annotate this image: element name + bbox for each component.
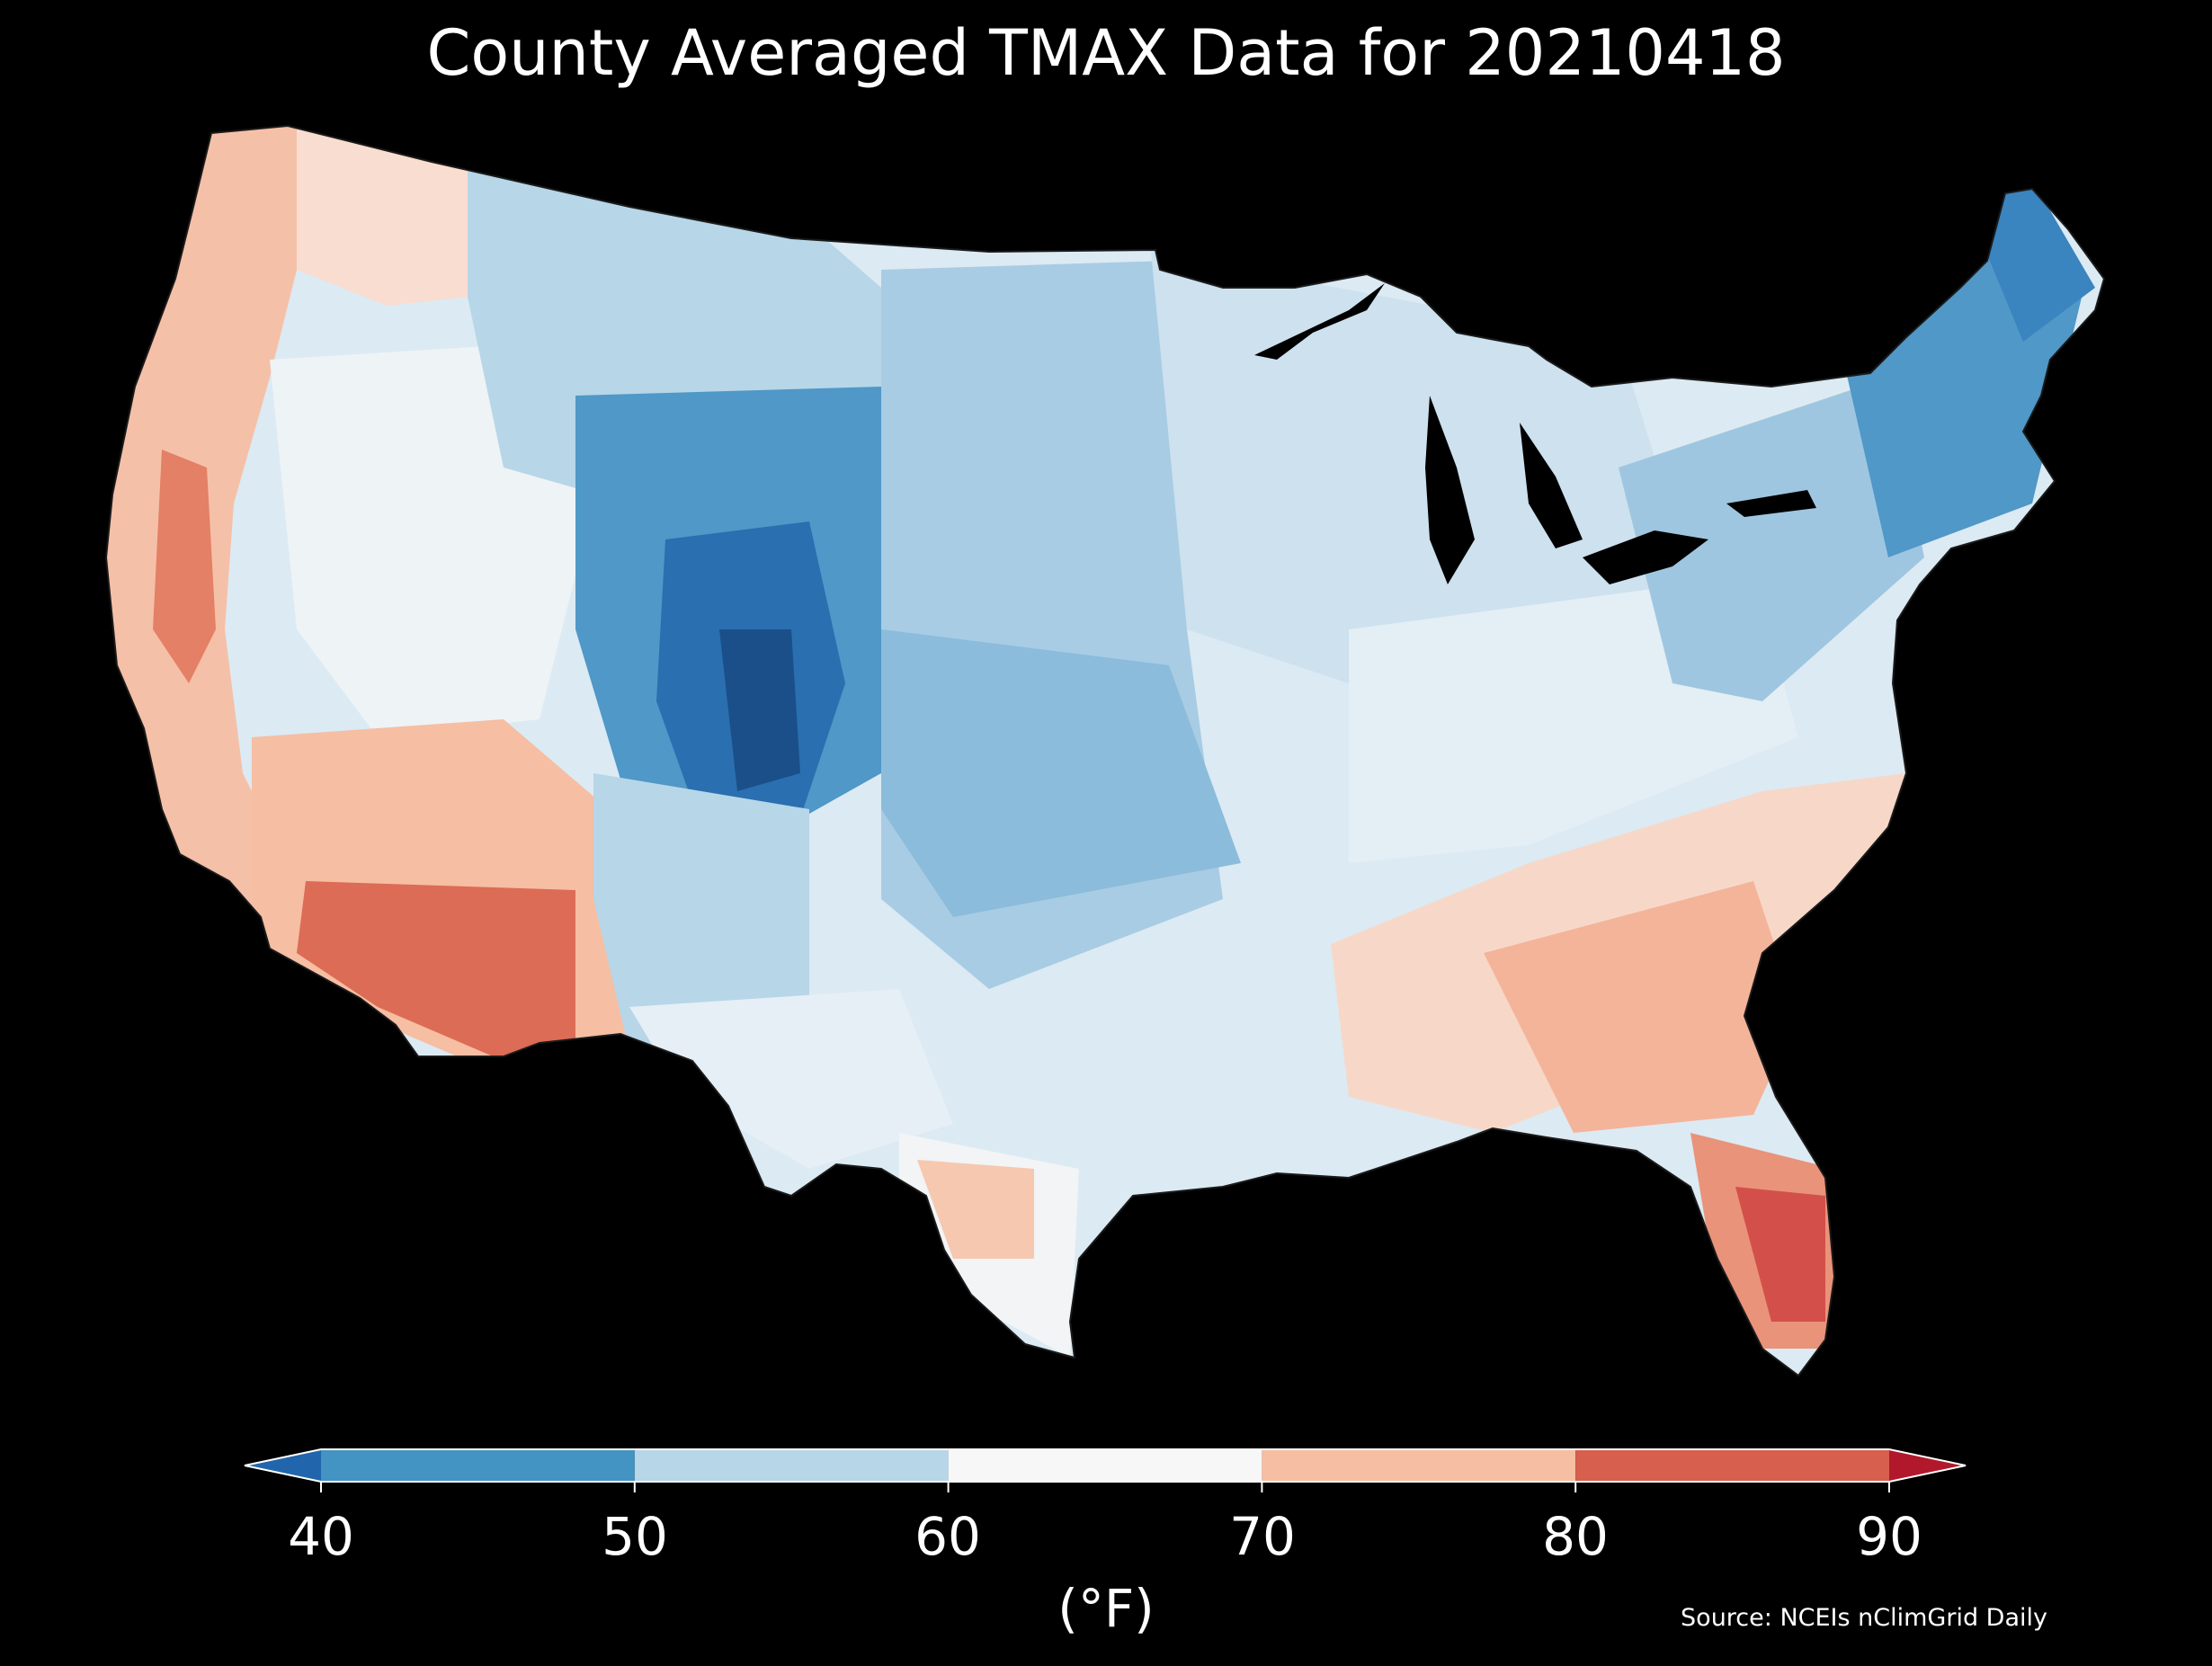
lake-ontario: [1726, 490, 1816, 517]
region-georgia-carolinas: [1484, 881, 1798, 1133]
region-south-florida-hot: [1735, 1187, 1825, 1322]
colorbar-bin-50-60: [634, 1449, 949, 1482]
region-kansas-oklahoma: [881, 629, 1241, 917]
colorbar-unit-label: (°F): [1057, 1578, 1155, 1639]
colorbar-under-arrow: [245, 1449, 321, 1482]
colorbar-tick-70: 70: [1229, 1506, 1296, 1567]
colorbar-tick-90: 90: [1856, 1506, 1922, 1567]
colorbar-bin-70-80: [1262, 1449, 1576, 1482]
region-rio-grande-warm: [917, 1160, 1034, 1259]
region-southern-rockies: [593, 773, 809, 1052]
region-pacific-coast-hot: [153, 450, 216, 683]
colorbar-tick-50: 50: [602, 1506, 668, 1567]
region-colorado-darkest: [719, 629, 800, 791]
region-inland-pacific: [297, 126, 468, 306]
map-title: County Averaged TMAX Data for 20210418: [426, 16, 1786, 90]
lake-superior: [1254, 283, 1385, 360]
colorbar-over-arrow: [1889, 1449, 1966, 1482]
source-credit: Source: NCEIs nClimGrid Daily: [1681, 1604, 2047, 1632]
colorbar-tick-80: 80: [1542, 1506, 1609, 1567]
lake-erie: [1583, 530, 1708, 584]
colorbar-tick-60: 60: [914, 1506, 981, 1567]
colorbar-bin-40-50: [321, 1449, 635, 1482]
colorbar-tick-40: 40: [288, 1506, 354, 1567]
region-arizona-hot: [297, 881, 575, 1061]
colorbar-bin-80-90: [1575, 1449, 1889, 1482]
lake-michigan: [1425, 396, 1475, 584]
colorbar-bin-60-70: [948, 1449, 1262, 1482]
region-mid-atlantic-cool: [1619, 378, 1924, 701]
us-outline: [104, 124, 2106, 1377]
region-west-texas: [629, 989, 953, 1169]
lake-huron: [1520, 423, 1583, 548]
